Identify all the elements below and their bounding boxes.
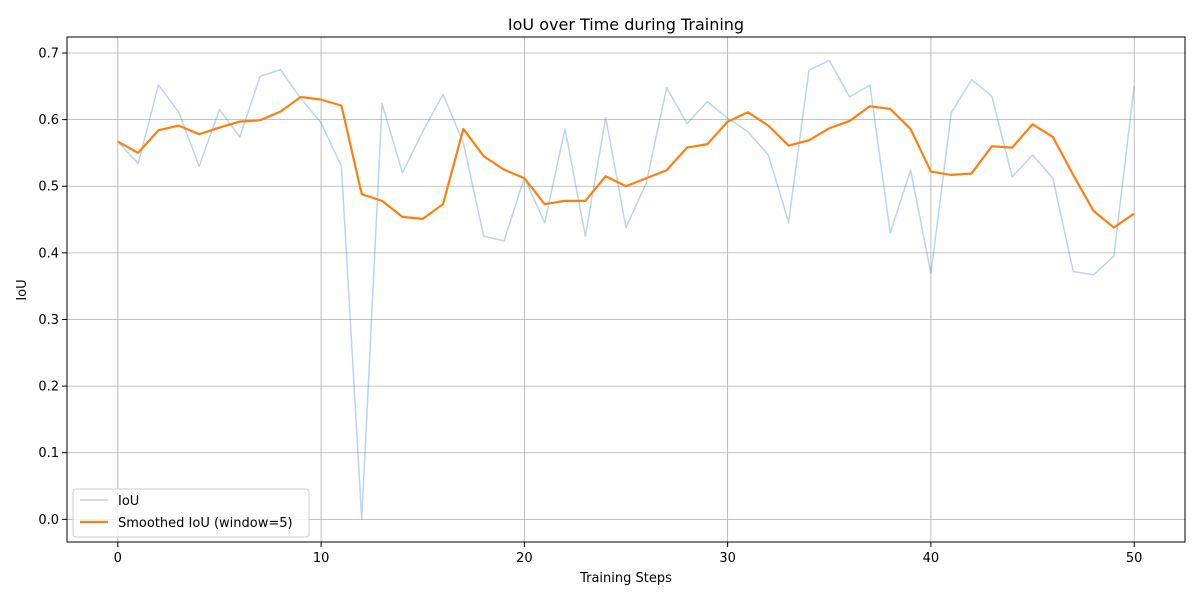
y-axis-title: IoU <box>15 279 30 300</box>
smoothed-iou-series-line <box>117 95 1135 229</box>
x-tick-label: 40 <box>923 551 940 566</box>
y-tick-label: 0.2 <box>38 380 59 395</box>
x-tick-label: 0 <box>114 551 122 566</box>
y-tick-label: 0.6 <box>38 113 59 128</box>
legend-label-iou: IoU <box>118 494 139 509</box>
y-axis-ticks: 0.0 0.1 0.2 0.3 0.4 0.5 0.6 0.7 <box>38 46 67 528</box>
legend: IoU Smoothed IoU (window=5) <box>72 488 310 538</box>
y-tick-label: 0.5 <box>38 180 59 195</box>
x-tick-label: 10 <box>313 551 330 566</box>
series-lines <box>117 59 1135 521</box>
y-tick-label: 0.7 <box>38 46 59 61</box>
chart-title: IoU over Time during Training <box>508 15 744 34</box>
x-tick-label: 20 <box>516 551 533 566</box>
grid-lines <box>67 37 1185 542</box>
plot-frame <box>66 36 1186 543</box>
y-tick-label: 0.3 <box>38 313 59 328</box>
x-tick-label: 30 <box>719 551 736 566</box>
x-axis-ticks: 0 10 20 30 40 50 <box>114 542 1143 566</box>
legend-label-smoothed-iou: Smoothed IoU (window=5) <box>118 516 293 531</box>
y-tick-label: 0.4 <box>38 246 59 261</box>
y-tick-label: 0.1 <box>38 446 59 461</box>
legend-box <box>72 488 310 538</box>
x-tick-label: 50 <box>1126 551 1143 566</box>
x-axis-title: Training Steps <box>579 571 672 586</box>
iou-series-line <box>117 59 1135 521</box>
y-tick-label: 0.0 <box>38 513 59 528</box>
